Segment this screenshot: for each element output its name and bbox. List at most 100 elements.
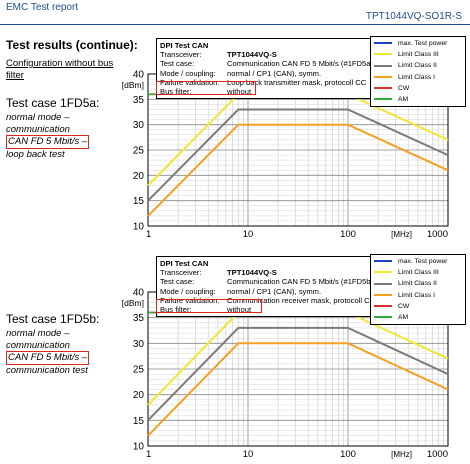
- info-value: TPT1044VQ-S: [227, 50, 277, 60]
- info-value: Communication CAN FD 5 Mbit/s (#1FD5b): [227, 277, 374, 287]
- y-tick-label: 40: [133, 70, 145, 81]
- x-axis-label: [MHz]: [391, 450, 412, 459]
- y-tick-label: 35: [133, 95, 145, 106]
- bus-filter-highlight: [156, 299, 262, 313]
- series-line-limit-class-i: [147, 123, 449, 217]
- info-value: Communication receiver mask, protocoll C…: [227, 295, 376, 305]
- info-key: Test case:: [160, 59, 195, 69]
- info-key: Test case:: [160, 277, 195, 287]
- chart-legend: max. Test power Limit Class III Limit Cl…: [370, 254, 466, 326]
- legend-item: Limit Class II: [374, 278, 462, 289]
- x-tick-label: 10: [243, 449, 254, 460]
- legend-swatch: [374, 271, 392, 274]
- x-tick-label: 1: [146, 229, 151, 240]
- legend-swatch: [374, 260, 392, 263]
- info-value: normal / CP1 (CAN), symm.: [227, 68, 322, 78]
- legend-swatch: [374, 53, 392, 56]
- chart-legend: max. Test power Limit Class III Limit Cl…: [370, 36, 466, 108]
- legend-item: CW: [374, 83, 462, 94]
- test-case-desc: normal mode – communication CAN FD 5 Mbi…: [6, 328, 136, 376]
- legend-item: Limit Class I: [374, 290, 462, 301]
- legend-swatch: [374, 64, 392, 67]
- y-tick-label: 35: [133, 313, 145, 324]
- y-axis-label: [dBm]: [122, 298, 144, 308]
- info-title: DPI Test CAN: [160, 259, 209, 268]
- desc-line: communication test: [6, 364, 88, 376]
- info-key: Failure validation:: [160, 295, 220, 305]
- legend-item: AM: [374, 312, 462, 323]
- info-value: without: [227, 305, 252, 315]
- section-title: Test results (continue):: [6, 38, 138, 52]
- info-value: normal / CP1 (CAN), symm.: [227, 286, 322, 296]
- info-value: Communication CAN FD 5 Mbit/s (#1FD5a): [227, 59, 374, 69]
- legend-item: AM: [374, 94, 462, 105]
- bus-filter-highlight: [156, 81, 256, 95]
- test-case-1: Test case 1FD5a: normal mode – communica…: [6, 96, 136, 160]
- legend-label: AM: [398, 314, 409, 322]
- y-tick-label: 15: [133, 196, 145, 207]
- legend-item: CW: [374, 301, 462, 312]
- chart-info-box: DPI Test CAN Transceiver: TPT1044VQ-S Tes…: [156, 38, 374, 100]
- legend-item: Limit Class II: [374, 60, 462, 71]
- header-divider: [0, 24, 470, 25]
- legend-swatch: [374, 87, 392, 90]
- legend-item: Limit Class III: [374, 267, 462, 278]
- desc-line: normal mode –: [6, 112, 70, 123]
- desc-line: normal mode –: [6, 328, 70, 339]
- legend-label: Limit Class III: [398, 51, 439, 59]
- legend-swatch: [374, 282, 392, 285]
- chart-info-box: DPI Test CAN Transceiver: TPT1044VQ-S Tes…: [156, 256, 376, 318]
- y-tick-label: 20: [133, 171, 145, 182]
- report-title: EMC Test report: [6, 2, 79, 13]
- legend-label: CW: [398, 84, 410, 92]
- legend-label: Limit Class II: [398, 280, 437, 288]
- test-case-name: Test case 1FD5a:: [6, 96, 100, 110]
- series-line-limit-class-ii: [147, 108, 449, 202]
- y-tick-label: 15: [133, 416, 145, 427]
- info-key: Transceiver:: [160, 50, 202, 60]
- info-key: Transceiver:: [160, 268, 202, 278]
- highlighted-bitrate: CAN FD 5 Mbit/s –: [6, 351, 90, 365]
- y-tick-label: 30: [133, 339, 145, 350]
- report-header: EMC Test report TPT1044VQ-SO1R-S: [0, 0, 470, 25]
- x-tick-label: 1: [146, 449, 151, 460]
- legend-label: CW: [398, 302, 410, 310]
- y-tick-label: 25: [133, 146, 145, 157]
- info-value: without: [227, 87, 252, 97]
- info-key: Bus filter:: [160, 87, 192, 97]
- y-axis-label: [dBm]: [122, 80, 144, 90]
- highlighted-bitrate: CAN FD 5 Mbit/s –: [6, 135, 90, 149]
- info-title: DPI Test CAN: [160, 41, 209, 50]
- series-line-limit-class-i: [147, 342, 449, 437]
- legend-label: max. Test power: [398, 258, 448, 265]
- legend-swatch: [374, 42, 392, 45]
- x-tick-label: 100: [340, 229, 356, 240]
- device-name: TPT1044VQ-SO1R-S: [365, 11, 462, 22]
- info-value: TPT1044VQ-S: [227, 268, 277, 278]
- y-tick-label: 10: [133, 222, 145, 233]
- y-tick-label: 25: [133, 365, 145, 376]
- desc-line: loop back test: [6, 148, 65, 160]
- x-axis-label: [MHz]: [391, 230, 412, 239]
- test-case-name: Test case 1FD5b:: [6, 312, 100, 326]
- legend-swatch: [374, 316, 392, 319]
- legend-item: max. Test power: [374, 256, 462, 267]
- info-key: Mode / coupling:: [160, 68, 216, 78]
- desc-line: communication: [6, 339, 70, 351]
- legend-item: Limit Class I: [374, 72, 462, 83]
- legend-swatch: [374, 75, 392, 78]
- y-tick-label: 40: [133, 288, 145, 299]
- x-tick-label: 100: [340, 449, 356, 460]
- test-case-2: Test case 1FD5b: normal mode – communica…: [6, 312, 136, 376]
- desc-line: communication: [6, 123, 70, 135]
- x-tick-label: 10: [243, 229, 254, 240]
- configuration-note: Configuration without bus filter: [6, 58, 114, 81]
- y-tick-label: 10: [133, 442, 145, 453]
- info-key: Mode / coupling:: [160, 286, 216, 296]
- legend-label: Limit Class II: [398, 62, 437, 70]
- legend-label: Limit Class I: [398, 73, 436, 81]
- legend-swatch: [374, 293, 392, 296]
- info-key: Failure validation:: [160, 77, 220, 87]
- y-tick-label: 30: [133, 120, 145, 131]
